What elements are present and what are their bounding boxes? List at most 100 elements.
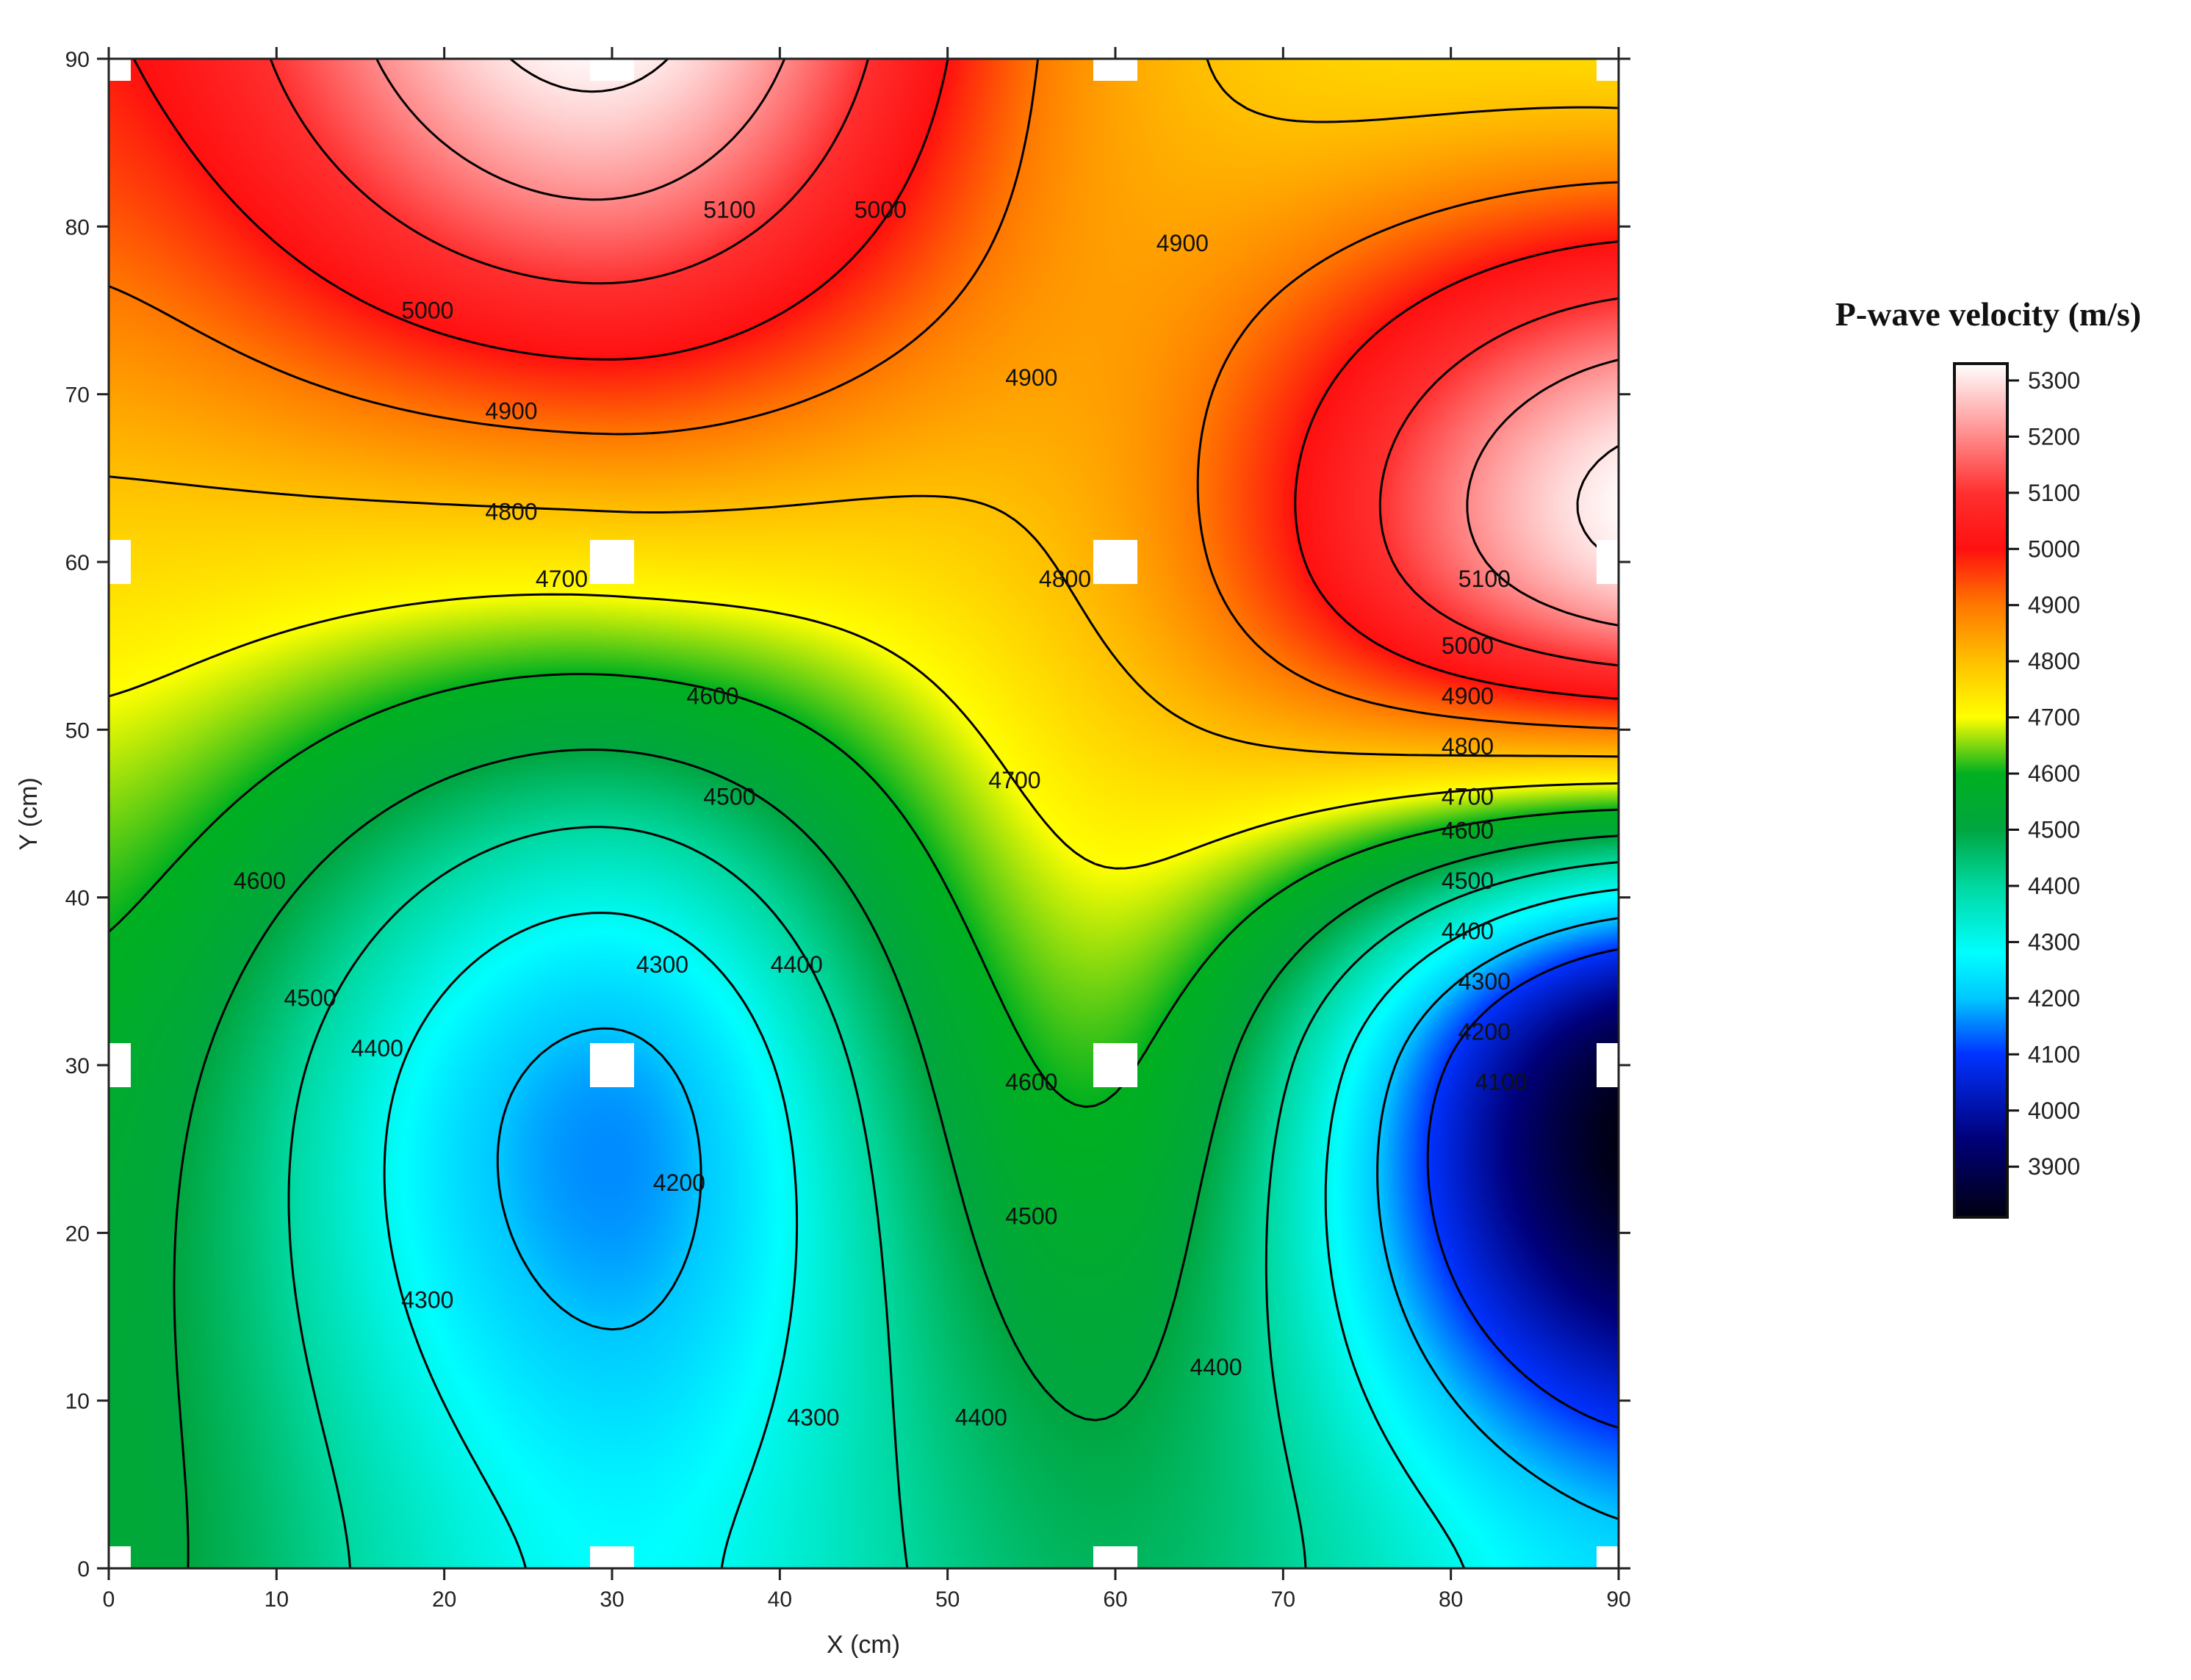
- y-tick-label: 50: [65, 718, 90, 743]
- contour-label: 5000: [855, 197, 907, 223]
- y-tick-label: 40: [65, 887, 90, 911]
- colorbar-tick-label: 4100: [2028, 1041, 2080, 1067]
- y-axis: 0 10 20 30 40 50 60 70 80 90: [65, 48, 1630, 1582]
- colorbar-ramp: [1953, 362, 2009, 1219]
- colorbar-tick-label: 4300: [2028, 929, 2080, 955]
- x-tick-label: 10: [265, 1587, 289, 1612]
- contour-label: 4500: [284, 985, 336, 1012]
- x-axis-label: X (cm): [827, 1631, 900, 1659]
- contour-label: 4600: [234, 868, 286, 894]
- contour-label: 4400: [351, 1035, 403, 1061]
- x-axis: 0 10 20 30 40 50 60 70 80 90: [103, 47, 1631, 1612]
- y-tick-label: 0: [77, 1557, 90, 1582]
- contour-label: 4600: [1442, 817, 1494, 843]
- colorbar-tick-label: 4000: [2028, 1097, 2080, 1124]
- contour-line-4600: [109, 673, 1619, 1108]
- measurement-point: [590, 540, 634, 584]
- contour-label: 4700: [988, 767, 1040, 793]
- contour-label: 4300: [1458, 968, 1511, 995]
- measurement-point: [1093, 1043, 1137, 1087]
- colorbar-tick-label: 4800: [2028, 648, 2080, 674]
- contour-label: 5000: [401, 298, 453, 324]
- colorbar-tick-label: 4500: [2028, 817, 2080, 843]
- colorbar: P-wave velocity (m/s) 5300 5200 5100 5000 49…: [1835, 295, 2141, 1219]
- colorbar-tick-label: 4700: [2028, 704, 2080, 731]
- y-tick-label: 80: [65, 215, 90, 239]
- colorbar-ticks: 5300 5200 5100 5000 4900 4800 4700 4600 4500 4400…: [2007, 367, 2080, 1180]
- contour-label: 4800: [485, 499, 537, 525]
- contour-label: 4100: [1475, 1069, 1528, 1095]
- contour-line-4500: [173, 749, 1619, 1568]
- contour-label: 4300: [636, 951, 688, 978]
- colorbar-tick-label: 4400: [2028, 873, 2080, 899]
- contour-label: 4900: [1442, 683, 1494, 710]
- x-tick-label: 90: [1606, 1587, 1630, 1612]
- contour-line-4800: [109, 59, 1619, 758]
- contour-label: 4200: [1458, 1018, 1511, 1045]
- contour-label: 4800: [1442, 733, 1494, 760]
- x-tick-label: 40: [768, 1587, 792, 1612]
- x-tick-label: 30: [600, 1587, 624, 1612]
- contour-line-5200: [375, 59, 1619, 627]
- contour-label: 4500: [1005, 1203, 1057, 1230]
- x-tick-label: 60: [1103, 1587, 1127, 1612]
- colorbar-tick-label: 3900: [2028, 1153, 2080, 1180]
- plot-frame: [107, 57, 1620, 1570]
- y-tick-label: 10: [65, 1390, 90, 1414]
- colorbar-title: P-wave velocity (m/s): [1835, 295, 2141, 333]
- contour-line-4400: [287, 826, 1619, 1568]
- contour-line-4300: [383, 888, 1619, 1568]
- contour-label: 4800: [1039, 566, 1091, 592]
- contour-line-4200: [496, 917, 1619, 1521]
- x-tick-label: 70: [1271, 1587, 1295, 1612]
- colorbar-tick-label: 5100: [2028, 480, 2080, 506]
- contour-label: 4200: [653, 1169, 705, 1196]
- y-tick-label: 70: [65, 383, 90, 408]
- contour-label: 4400: [771, 951, 823, 978]
- y-tick-label: 30: [65, 1054, 90, 1078]
- colorbar-tick-label: 5300: [2028, 367, 2080, 394]
- contour-labels: 5100 5000 5000 4900 4900 4900 4800 4800 4700 5100…: [234, 197, 1528, 1431]
- colorbar-tick-label: 5200: [2028, 423, 2080, 450]
- contour-line-5100: [269, 59, 1619, 667]
- contour-label: 4700: [536, 566, 588, 592]
- contour-line-5000: [132, 59, 1619, 700]
- contour-label: 4400: [1190, 1354, 1242, 1380]
- x-tick-label: 50: [935, 1587, 960, 1612]
- contour-label: 4600: [1005, 1069, 1057, 1095]
- contour-line-4900: [109, 59, 1619, 730]
- contour-label: 4400: [1442, 917, 1494, 944]
- contour-label: 4900: [485, 398, 537, 425]
- contour-label: 4300: [401, 1287, 453, 1313]
- measurement-points: [0, 0, 1913, 1680]
- y-axis-label: Y (cm): [15, 777, 43, 850]
- colorbar-tick-label: 5000: [2028, 536, 2080, 562]
- y-tick-label: 20: [65, 1222, 90, 1246]
- contour-lines: [109, 59, 1619, 1568]
- contour-label: 5100: [1458, 566, 1511, 592]
- contour-label: 5000: [1442, 632, 1494, 659]
- contour-line-4700: [109, 593, 1619, 870]
- measurement-point: [1093, 540, 1137, 584]
- contour-label: 4600: [686, 683, 738, 710]
- contour-label: 4300: [787, 1405, 839, 1431]
- x-tick-label: 80: [1439, 1587, 1463, 1612]
- contour-label: 4500: [703, 784, 755, 810]
- colorbar-tick-label: 4600: [2028, 760, 2080, 787]
- colorbar-tick-label: 4900: [2028, 592, 2080, 619]
- y-tick-label: 60: [65, 551, 90, 575]
- contour-label: 4900: [1005, 364, 1057, 391]
- contour-label: 4400: [955, 1405, 1007, 1431]
- velocity-heatmap: [109, 59, 1619, 1568]
- contour-label: 5100: [703, 197, 755, 223]
- colorbar-tick-label: 4200: [2028, 985, 2080, 1012]
- contour-label: 4700: [1442, 784, 1494, 810]
- x-tick-label: 20: [432, 1587, 456, 1612]
- contour-label: 4500: [1442, 868, 1494, 894]
- y-tick-label: 90: [65, 48, 90, 72]
- contour-label: 4900: [1156, 230, 1209, 256]
- x-tick-label: 0: [103, 1587, 115, 1612]
- measurement-point: [590, 1043, 634, 1087]
